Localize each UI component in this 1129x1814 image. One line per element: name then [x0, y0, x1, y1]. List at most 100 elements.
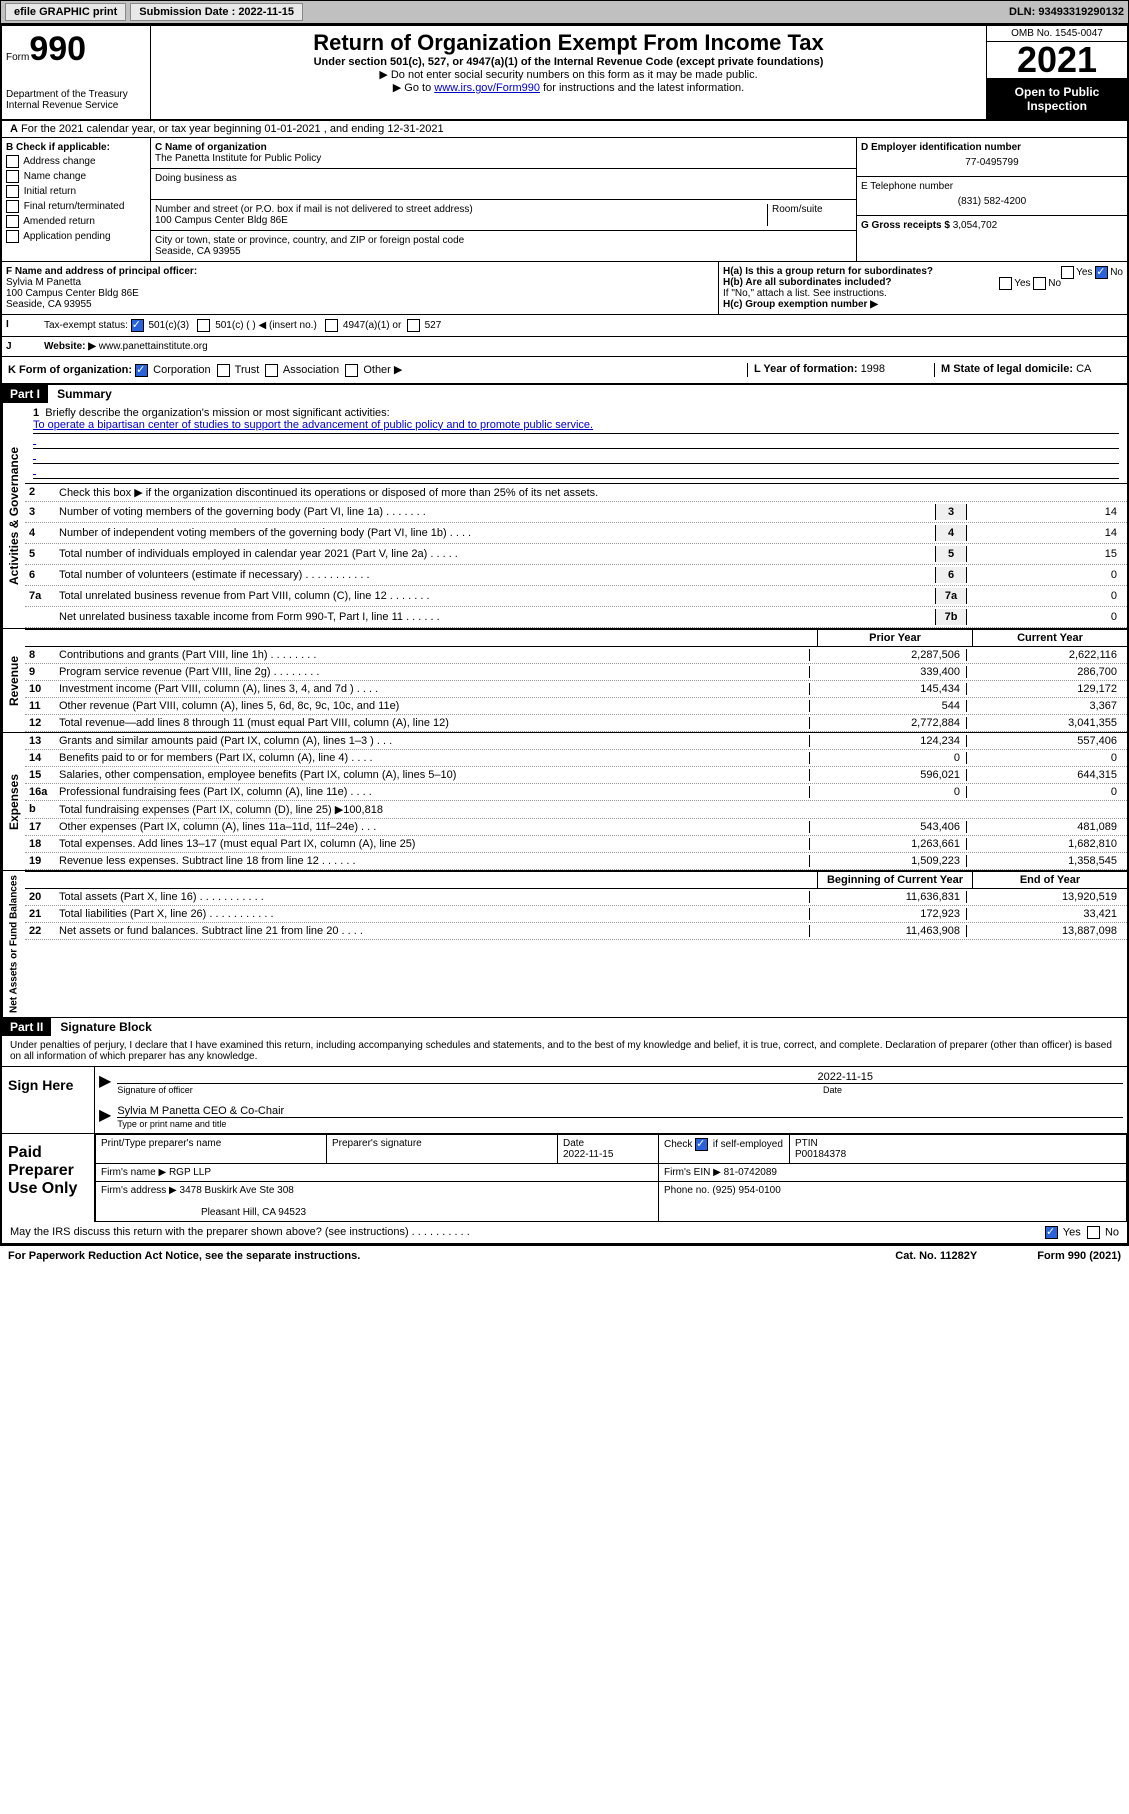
- chk-other[interactable]: [345, 364, 358, 377]
- discuss-yes: Yes: [1063, 1226, 1081, 1238]
- e-label: E Telephone number: [861, 181, 1123, 192]
- officer-addr1: 100 Campus Center Bldg 86E: [6, 288, 139, 299]
- sig-date-label: Date: [823, 1085, 1123, 1095]
- table-row: 14Benefits paid to or for members (Part …: [25, 750, 1127, 767]
- chk-ha-yes[interactable]: [1061, 266, 1074, 279]
- dln-label: DLN: 93493319290132: [1009, 6, 1124, 18]
- c-label: C Name of organization: [155, 142, 267, 153]
- prep-sig-hdr: Preparer's signature: [327, 1134, 558, 1163]
- lbl-other: Other ▶: [363, 364, 402, 376]
- org-name: The Panetta Institute for Public Policy: [155, 153, 852, 164]
- chk-4947[interactable]: [325, 319, 338, 332]
- table-row: 4Number of independent voting members of…: [25, 523, 1127, 544]
- part2-title: Signature Block: [54, 1018, 157, 1036]
- head-current-year: Current Year: [972, 630, 1127, 646]
- m-label: M State of legal domicile:: [941, 363, 1076, 375]
- phone-value: (831) 582-4200: [861, 192, 1123, 211]
- lbl-amended: Amended return: [23, 216, 95, 227]
- mission-label: Briefly describe the organization's miss…: [45, 407, 389, 419]
- chk-discuss-no[interactable]: [1087, 1226, 1100, 1239]
- table-row: 19Revenue less expenses. Subtract line 1…: [25, 853, 1127, 870]
- room-label: Room/suite: [767, 204, 852, 226]
- table-row: 6Total number of volunteers (estimate if…: [25, 565, 1127, 586]
- website-label: Website: ▶: [44, 341, 96, 352]
- sidelabel-governance: Activities & Governance: [2, 403, 25, 628]
- chk-initial-return[interactable]: [6, 185, 19, 198]
- table-row: 10Investment income (Part VIII, column (…: [25, 681, 1127, 698]
- part2-header: Part II: [2, 1018, 51, 1036]
- print-name-hdr: Print/Type preparer's name: [96, 1134, 327, 1163]
- discuss-row: May the IRS discuss this return with the…: [2, 1222, 1127, 1244]
- chk-hb-yes[interactable]: [999, 277, 1012, 290]
- prep-phone: (925) 954-0100: [712, 1185, 780, 1196]
- lbl-name-change: Name change: [24, 171, 86, 182]
- table-row: 21Total liabilities (Part X, line 26) . …: [25, 906, 1127, 923]
- chk-app-pending[interactable]: [6, 230, 19, 243]
- chk-discuss-yes[interactable]: [1045, 1226, 1058, 1239]
- form-subtitle: Under section 501(c), 527, or 4947(a)(1)…: [155, 56, 982, 68]
- submission-button[interactable]: Submission Date : 2022-11-15: [130, 3, 303, 21]
- form-title: Return of Organization Exempt From Incom…: [155, 30, 982, 56]
- website-value: www.panettainstitute.org: [99, 341, 208, 352]
- table-row: 3Number of voting members of the governi…: [25, 502, 1127, 523]
- head-end: End of Year: [972, 872, 1127, 888]
- row-a: A For the 2021 calendar year, or tax yea…: [2, 121, 1127, 138]
- efile-button[interactable]: efile GRAPHIC print: [5, 3, 126, 21]
- part1-netassets: Net Assets or Fund Balances Beginning of…: [2, 871, 1127, 1018]
- f-label: F Name and address of principal officer:: [6, 266, 197, 277]
- note2-pre: ▶ Go to: [393, 82, 434, 94]
- head-prior-year: Prior Year: [817, 630, 972, 646]
- tax-exempt-label: Tax-exempt status:: [44, 320, 128, 331]
- part2-bar: Part II Signature Block: [2, 1018, 1127, 1036]
- sidelabel-netassets: Net Assets or Fund Balances: [2, 871, 25, 1017]
- firm-ein: 81-0742089: [724, 1167, 777, 1178]
- chk-501c[interactable]: [197, 319, 210, 332]
- table-row: Net unrelated business taxable income fr…: [25, 607, 1127, 628]
- hc-label: H(c) Group exemption number ▶: [723, 299, 878, 310]
- header-left: Form990 Department of the Treasury Inter…: [2, 26, 151, 119]
- table-row: 9Program service revenue (Part VIII, lin…: [25, 664, 1127, 681]
- prep-phone-lbl: Phone no.: [664, 1185, 710, 1196]
- chk-address-change[interactable]: [6, 155, 19, 168]
- sign-here-label: Sign Here: [2, 1067, 95, 1133]
- dept-treasury: Department of the Treasury: [6, 89, 146, 100]
- chk-name-change[interactable]: [6, 170, 19, 183]
- firm-addr1: 3478 Buskirk Ave Ste 308: [180, 1185, 294, 1196]
- i-letter: I: [6, 319, 9, 330]
- chk-527[interactable]: [407, 319, 420, 332]
- chk-corp[interactable]: [135, 364, 148, 377]
- tax-year: 2021: [987, 42, 1127, 79]
- officer-addr2: Seaside, CA 93955: [6, 299, 92, 310]
- hb-note: If "No," attach a list. See instructions…: [723, 288, 1123, 299]
- chk-amended[interactable]: [6, 215, 19, 228]
- lbl-app-pending: Application pending: [23, 231, 110, 242]
- form-note1: ▶ Do not enter social security numbers o…: [155, 68, 982, 81]
- form-header: Form990 Department of the Treasury Inter…: [2, 26, 1127, 121]
- table-row: 22Net assets or fund balances. Subtract …: [25, 923, 1127, 940]
- chk-assoc[interactable]: [265, 364, 278, 377]
- declaration-text: Under penalties of perjury, I declare th…: [2, 1036, 1127, 1066]
- irs-label: Internal Revenue Service: [6, 100, 146, 111]
- lbl-address-change: Address change: [23, 156, 95, 167]
- chk-trust[interactable]: [217, 364, 230, 377]
- chk-final-return[interactable]: [6, 200, 19, 213]
- row-f-h: F Name and address of principal officer:…: [2, 262, 1127, 315]
- arrow-icon: ▶: [99, 1071, 111, 1095]
- sig-date-value: 2022-11-15: [117, 1071, 1123, 1083]
- chk-501c3[interactable]: [131, 319, 144, 332]
- table-row: 5Total number of individuals employed in…: [25, 544, 1127, 565]
- chk-ha-no[interactable]: [1095, 266, 1108, 279]
- paid-preparer-row: Paid Preparer Use Only Print/Type prepar…: [2, 1133, 1127, 1222]
- chk-self-employed[interactable]: [695, 1138, 708, 1151]
- arrow-icon2: ▶: [99, 1105, 111, 1129]
- preparer-table: Print/Type preparer's name Preparer's si…: [95, 1134, 1127, 1222]
- irs-link[interactable]: www.irs.gov/Form990: [434, 82, 540, 94]
- row-i: I Tax-exempt status: 501(c)(3) 501(c) ( …: [2, 315, 1127, 337]
- section-bcdeg: B Check if applicable: Address change Na…: [2, 138, 1127, 262]
- firm-addr2: Pleasant Hill, CA 94523: [101, 1207, 306, 1218]
- table-row: 18Total expenses. Add lines 13–17 (must …: [25, 836, 1127, 853]
- chk-hb-no[interactable]: [1033, 277, 1046, 290]
- sidelabel-expenses: Expenses: [2, 733, 25, 870]
- officer-name-title: Sylvia M Panetta CEO & Co-Chair: [117, 1105, 1123, 1117]
- addr-label: Number and street (or P.O. box if mail i…: [155, 204, 767, 215]
